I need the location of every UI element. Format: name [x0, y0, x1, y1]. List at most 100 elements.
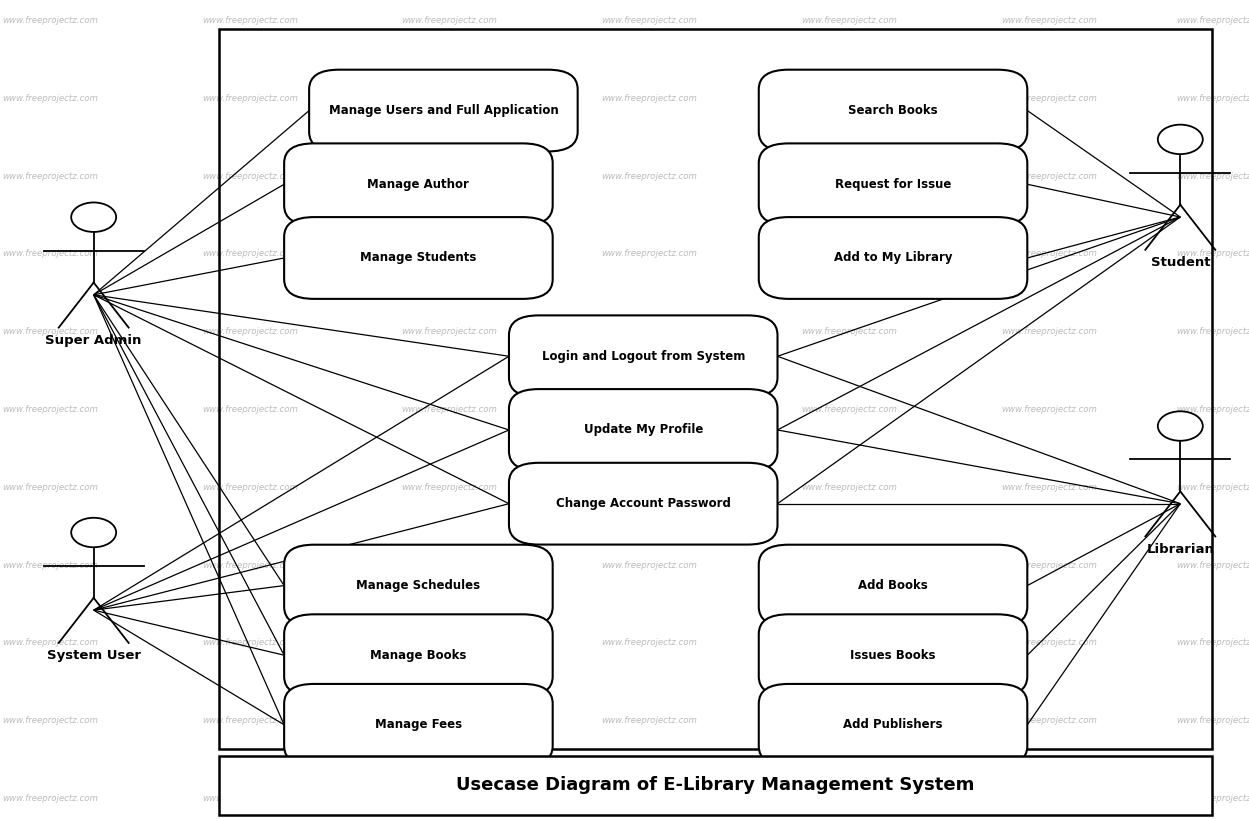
Text: Librarian: Librarian	[1147, 543, 1214, 556]
Text: www.freeprojectz.com: www.freeprojectz.com	[602, 405, 697, 414]
Text: www.freeprojectz.com: www.freeprojectz.com	[402, 405, 497, 414]
Text: www.freeprojectz.com: www.freeprojectz.com	[802, 639, 897, 647]
Text: www.freeprojectz.com: www.freeprojectz.com	[2, 94, 97, 102]
Text: www.freeprojectz.com: www.freeprojectz.com	[802, 94, 897, 102]
FancyBboxPatch shape	[285, 217, 552, 299]
Text: Request for Issue: Request for Issue	[834, 178, 952, 191]
Text: www.freeprojectz.com: www.freeprojectz.com	[2, 16, 97, 25]
Text: www.freeprojectz.com: www.freeprojectz.com	[202, 717, 297, 725]
Text: www.freeprojectz.com: www.freeprojectz.com	[1002, 717, 1097, 725]
Text: Manage Fees: Manage Fees	[375, 718, 462, 731]
Text: Manage Users and Full Application: Manage Users and Full Application	[328, 104, 558, 117]
Text: www.freeprojectz.com: www.freeprojectz.com	[402, 561, 497, 569]
Text: www.freeprojectz.com: www.freeprojectz.com	[402, 94, 497, 102]
Text: www.freeprojectz.com: www.freeprojectz.com	[202, 172, 297, 180]
Text: www.freeprojectz.com: www.freeprojectz.com	[1002, 794, 1097, 803]
Text: www.freeprojectz.com: www.freeprojectz.com	[2, 561, 97, 569]
FancyBboxPatch shape	[758, 545, 1027, 627]
Text: www.freeprojectz.com: www.freeprojectz.com	[1002, 250, 1097, 258]
Text: Manage Author: Manage Author	[367, 178, 470, 191]
Text: www.freeprojectz.com: www.freeprojectz.com	[202, 794, 297, 803]
Text: www.freeprojectz.com: www.freeprojectz.com	[602, 172, 697, 180]
Text: Manage Schedules: Manage Schedules	[356, 579, 481, 592]
Text: www.freeprojectz.com: www.freeprojectz.com	[1002, 639, 1097, 647]
Text: www.freeprojectz.com: www.freeprojectz.com	[802, 717, 897, 725]
Text: Update My Profile: Update My Profile	[583, 423, 703, 437]
FancyBboxPatch shape	[309, 70, 577, 152]
Text: www.freeprojectz.com: www.freeprojectz.com	[1002, 405, 1097, 414]
FancyBboxPatch shape	[758, 684, 1027, 766]
Text: www.freeprojectz.com: www.freeprojectz.com	[802, 405, 897, 414]
FancyBboxPatch shape	[285, 143, 552, 225]
Text: www.freeprojectz.com: www.freeprojectz.com	[802, 483, 897, 491]
Text: www.freeprojectz.com: www.freeprojectz.com	[2, 328, 97, 336]
FancyBboxPatch shape	[219, 756, 1212, 815]
Text: www.freeprojectz.com: www.freeprojectz.com	[802, 250, 897, 258]
FancyBboxPatch shape	[758, 217, 1027, 299]
Text: www.freeprojectz.com: www.freeprojectz.com	[802, 794, 897, 803]
FancyBboxPatch shape	[510, 389, 777, 471]
Text: www.freeprojectz.com: www.freeprojectz.com	[402, 328, 497, 336]
Text: Manage Students: Manage Students	[360, 251, 477, 265]
Text: www.freeprojectz.com: www.freeprojectz.com	[2, 405, 97, 414]
Text: www.freeprojectz.com: www.freeprojectz.com	[602, 250, 697, 258]
Text: www.freeprojectz.com: www.freeprojectz.com	[402, 717, 497, 725]
Text: Change Account Password: Change Account Password	[556, 497, 731, 510]
Text: www.freeprojectz.com: www.freeprojectz.com	[2, 639, 97, 647]
Text: www.freeprojectz.com: www.freeprojectz.com	[1177, 483, 1249, 491]
Text: www.freeprojectz.com: www.freeprojectz.com	[1002, 483, 1097, 491]
Text: Super Admin: Super Admin	[45, 334, 142, 347]
FancyBboxPatch shape	[285, 684, 552, 766]
Text: Search Books: Search Books	[848, 104, 938, 117]
Text: www.freeprojectz.com: www.freeprojectz.com	[202, 94, 297, 102]
Text: www.freeprojectz.com: www.freeprojectz.com	[2, 794, 97, 803]
Text: www.freeprojectz.com: www.freeprojectz.com	[802, 328, 897, 336]
Text: www.freeprojectz.com: www.freeprojectz.com	[602, 639, 697, 647]
Text: www.freeprojectz.com: www.freeprojectz.com	[802, 172, 897, 180]
Text: www.freeprojectz.com: www.freeprojectz.com	[1177, 172, 1249, 180]
FancyBboxPatch shape	[758, 143, 1027, 225]
Text: www.freeprojectz.com: www.freeprojectz.com	[1177, 94, 1249, 102]
FancyBboxPatch shape	[758, 70, 1027, 152]
Text: www.freeprojectz.com: www.freeprojectz.com	[2, 250, 97, 258]
Text: Issues Books: Issues Books	[851, 649, 936, 662]
Text: www.freeprojectz.com: www.freeprojectz.com	[202, 250, 297, 258]
Text: www.freeprojectz.com: www.freeprojectz.com	[402, 483, 497, 491]
Text: www.freeprojectz.com: www.freeprojectz.com	[2, 717, 97, 725]
Text: www.freeprojectz.com: www.freeprojectz.com	[802, 16, 897, 25]
Text: www.freeprojectz.com: www.freeprojectz.com	[1002, 94, 1097, 102]
Text: www.freeprojectz.com: www.freeprojectz.com	[1002, 561, 1097, 569]
Text: System User: System User	[46, 649, 141, 663]
Text: www.freeprojectz.com: www.freeprojectz.com	[802, 561, 897, 569]
FancyBboxPatch shape	[510, 315, 777, 397]
Text: Student: Student	[1150, 256, 1210, 269]
Text: www.freeprojectz.com: www.freeprojectz.com	[2, 483, 97, 491]
FancyBboxPatch shape	[285, 614, 552, 696]
FancyBboxPatch shape	[510, 463, 777, 545]
FancyBboxPatch shape	[285, 545, 552, 627]
Text: www.freeprojectz.com: www.freeprojectz.com	[1177, 250, 1249, 258]
Text: www.freeprojectz.com: www.freeprojectz.com	[2, 172, 97, 180]
Text: www.freeprojectz.com: www.freeprojectz.com	[1177, 16, 1249, 25]
Text: www.freeprojectz.com: www.freeprojectz.com	[1002, 172, 1097, 180]
Text: www.freeprojectz.com: www.freeprojectz.com	[402, 639, 497, 647]
Text: www.freeprojectz.com: www.freeprojectz.com	[1177, 794, 1249, 803]
Text: www.freeprojectz.com: www.freeprojectz.com	[1002, 16, 1097, 25]
Text: www.freeprojectz.com: www.freeprojectz.com	[202, 16, 297, 25]
Text: www.freeprojectz.com: www.freeprojectz.com	[1177, 328, 1249, 336]
Text: Add Publishers: Add Publishers	[843, 718, 943, 731]
Text: www.freeprojectz.com: www.freeprojectz.com	[402, 794, 497, 803]
Text: www.freeprojectz.com: www.freeprojectz.com	[202, 328, 297, 336]
Text: www.freeprojectz.com: www.freeprojectz.com	[202, 561, 297, 569]
Text: www.freeprojectz.com: www.freeprojectz.com	[1177, 639, 1249, 647]
Text: www.freeprojectz.com: www.freeprojectz.com	[602, 94, 697, 102]
Text: www.freeprojectz.com: www.freeprojectz.com	[402, 16, 497, 25]
Text: www.freeprojectz.com: www.freeprojectz.com	[1002, 328, 1097, 336]
FancyBboxPatch shape	[758, 614, 1027, 696]
Text: www.freeprojectz.com: www.freeprojectz.com	[602, 717, 697, 725]
Text: www.freeprojectz.com: www.freeprojectz.com	[202, 483, 297, 491]
Text: www.freeprojectz.com: www.freeprojectz.com	[602, 561, 697, 569]
Text: Login and Logout from System: Login and Logout from System	[542, 350, 744, 363]
Text: www.freeprojectz.com: www.freeprojectz.com	[1177, 405, 1249, 414]
Text: www.freeprojectz.com: www.freeprojectz.com	[202, 639, 297, 647]
